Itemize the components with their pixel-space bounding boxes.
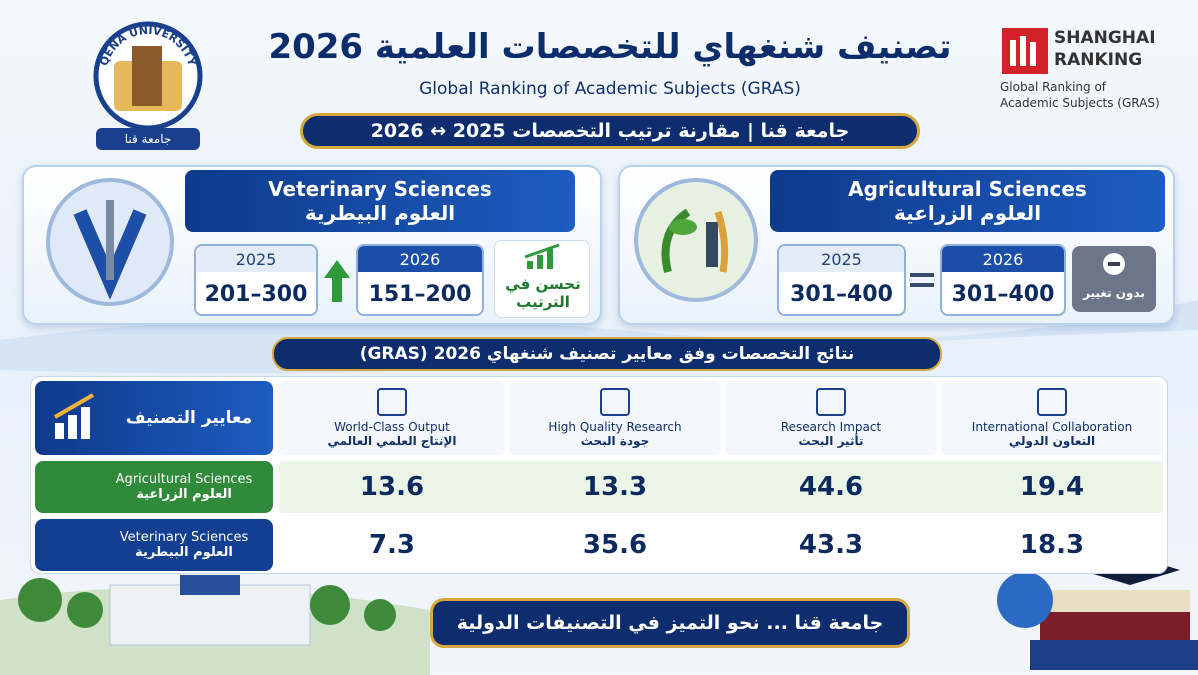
shanghai-line1: SHANGHAI — [1054, 28, 1156, 48]
status-box: تحسن في الترتيب — [494, 240, 590, 318]
name-ar: العلوم الزراعية — [893, 201, 1042, 225]
subtitle: Global Ranking of Academic Subjects (GRA… — [419, 79, 801, 99]
row-header: Veterinary Sciences العلوم البيطرية — [35, 519, 273, 571]
column-icon — [1037, 388, 1067, 416]
title: تصنيف شنغهاي للتخصصات العلمية 2026 — [268, 27, 952, 67]
name-en: Veterinary Sciences — [268, 177, 492, 201]
agri-icon — [634, 178, 758, 302]
column-icon — [377, 388, 407, 416]
footer-slogan: جامعة قنا ... نحو التميز في التصنيفات ال… — [430, 598, 910, 648]
shanghai-caption2: Academic Subjects (GRAS) — [1000, 96, 1160, 110]
column-icon — [816, 388, 846, 416]
row-en: Agricultural Sciences — [115, 472, 253, 487]
table-value: 13.6 — [359, 472, 425, 502]
up-arrow — [324, 260, 350, 302]
column-en: Research Impact — [780, 420, 882, 434]
table-title: نتائج التخصصات وفق معايير تصنيف شنغهاي 2… — [272, 337, 942, 371]
university-logo: QENA UNIVERSITY جامعة قنا — [92, 6, 204, 154]
column-header: World-Class Output الإنتاج العلمي العالمي — [279, 381, 505, 455]
equals-sign — [910, 273, 934, 287]
year: 2026 — [358, 246, 482, 272]
corner-text: معايير التصنيف — [125, 408, 253, 428]
rank-2025: 2025 201–300 — [194, 244, 318, 316]
card-title: Agricultural Sciences العلوم الزراعية — [770, 170, 1165, 232]
column-en: World-Class Output — [334, 420, 450, 434]
globe — [997, 572, 1053, 628]
rank: 301–400 — [790, 281, 893, 307]
year: 2026 — [942, 246, 1064, 272]
shanghai-line2: RANKING — [1054, 50, 1143, 70]
row-header: Agricultural Sciences العلوم الزراعية — [35, 461, 273, 513]
column-en: International Collaboration — [971, 420, 1133, 434]
column-icon — [600, 388, 630, 416]
row-band — [279, 461, 1163, 513]
column-header: Research Impact تأثير البحث — [725, 381, 937, 455]
logo-name: جامعة قنا — [125, 132, 172, 146]
rank-2025: 2025 301–400 — [777, 244, 906, 316]
table-value: 43.3 — [798, 530, 864, 560]
column-header: International Collaboration التعاون الدول… — [941, 381, 1163, 455]
status-box: بدون تغيير — [1072, 246, 1156, 312]
card-title: Veterinary Sciences العلوم البيطرية — [185, 170, 575, 232]
trend-icon — [524, 243, 560, 269]
minus-icon — [1103, 253, 1125, 275]
table-value: 35.6 — [582, 530, 648, 560]
ribbon: جامعة قنا | مقارنة ترتيب التخصصات 2025 ↔… — [300, 113, 920, 149]
column-ar: تأثير البحث — [798, 434, 864, 448]
status: بدون تغيير — [1083, 286, 1145, 300]
table-value: 13.3 — [582, 472, 648, 502]
column-ar: التعاون الدولي — [1008, 434, 1096, 448]
column-en: High Quality Research — [548, 420, 682, 434]
table-value: 18.3 — [1019, 530, 1085, 560]
status: تحسن في الترتيب — [505, 275, 581, 311]
vet-icon — [46, 178, 174, 306]
name-en: Agricultural Sciences — [848, 177, 1087, 201]
year: 2025 — [779, 246, 904, 272]
row-en: Veterinary Sciences — [119, 530, 249, 545]
table-value: 7.3 — [368, 530, 416, 560]
name-ar: العلوم البيطرية — [304, 201, 456, 225]
table-value: 44.6 — [798, 472, 864, 502]
palms — [18, 578, 396, 631]
rank: 301–400 — [951, 281, 1055, 307]
results-table: معايير التصنيف World-Class Output الإنتاج… — [30, 376, 1168, 574]
column-ar: الإنتاج العلمي العالمي — [327, 434, 457, 448]
logo-emblem: QENA UNIVERSITY جامعة قنا — [93, 21, 203, 150]
rank-2026: 2026 151–200 — [356, 244, 484, 316]
campus-sign — [180, 575, 240, 595]
rank: 201–300 — [204, 281, 308, 307]
year: 2025 — [196, 246, 316, 272]
column-header: High Quality Research جودة البحث — [509, 381, 721, 455]
rank: 151–200 — [368, 281, 472, 307]
row-ar: العلوم البيطرية — [135, 545, 233, 560]
shanghai-caption1: Global Ranking of — [1000, 80, 1107, 94]
rank-2026: 2026 301–400 — [940, 244, 1066, 316]
column-ar: جودة البحث — [580, 434, 650, 448]
criteria-icon — [53, 393, 95, 439]
table-value: 19.4 — [1019, 472, 1085, 502]
row-ar: العلوم الزراعية — [136, 487, 232, 502]
shanghai-logo: SHANGHAI RANKING Global Ranking of Acade… — [1000, 26, 1190, 136]
row-band — [279, 519, 1163, 571]
shanghai-icon — [1002, 28, 1048, 74]
